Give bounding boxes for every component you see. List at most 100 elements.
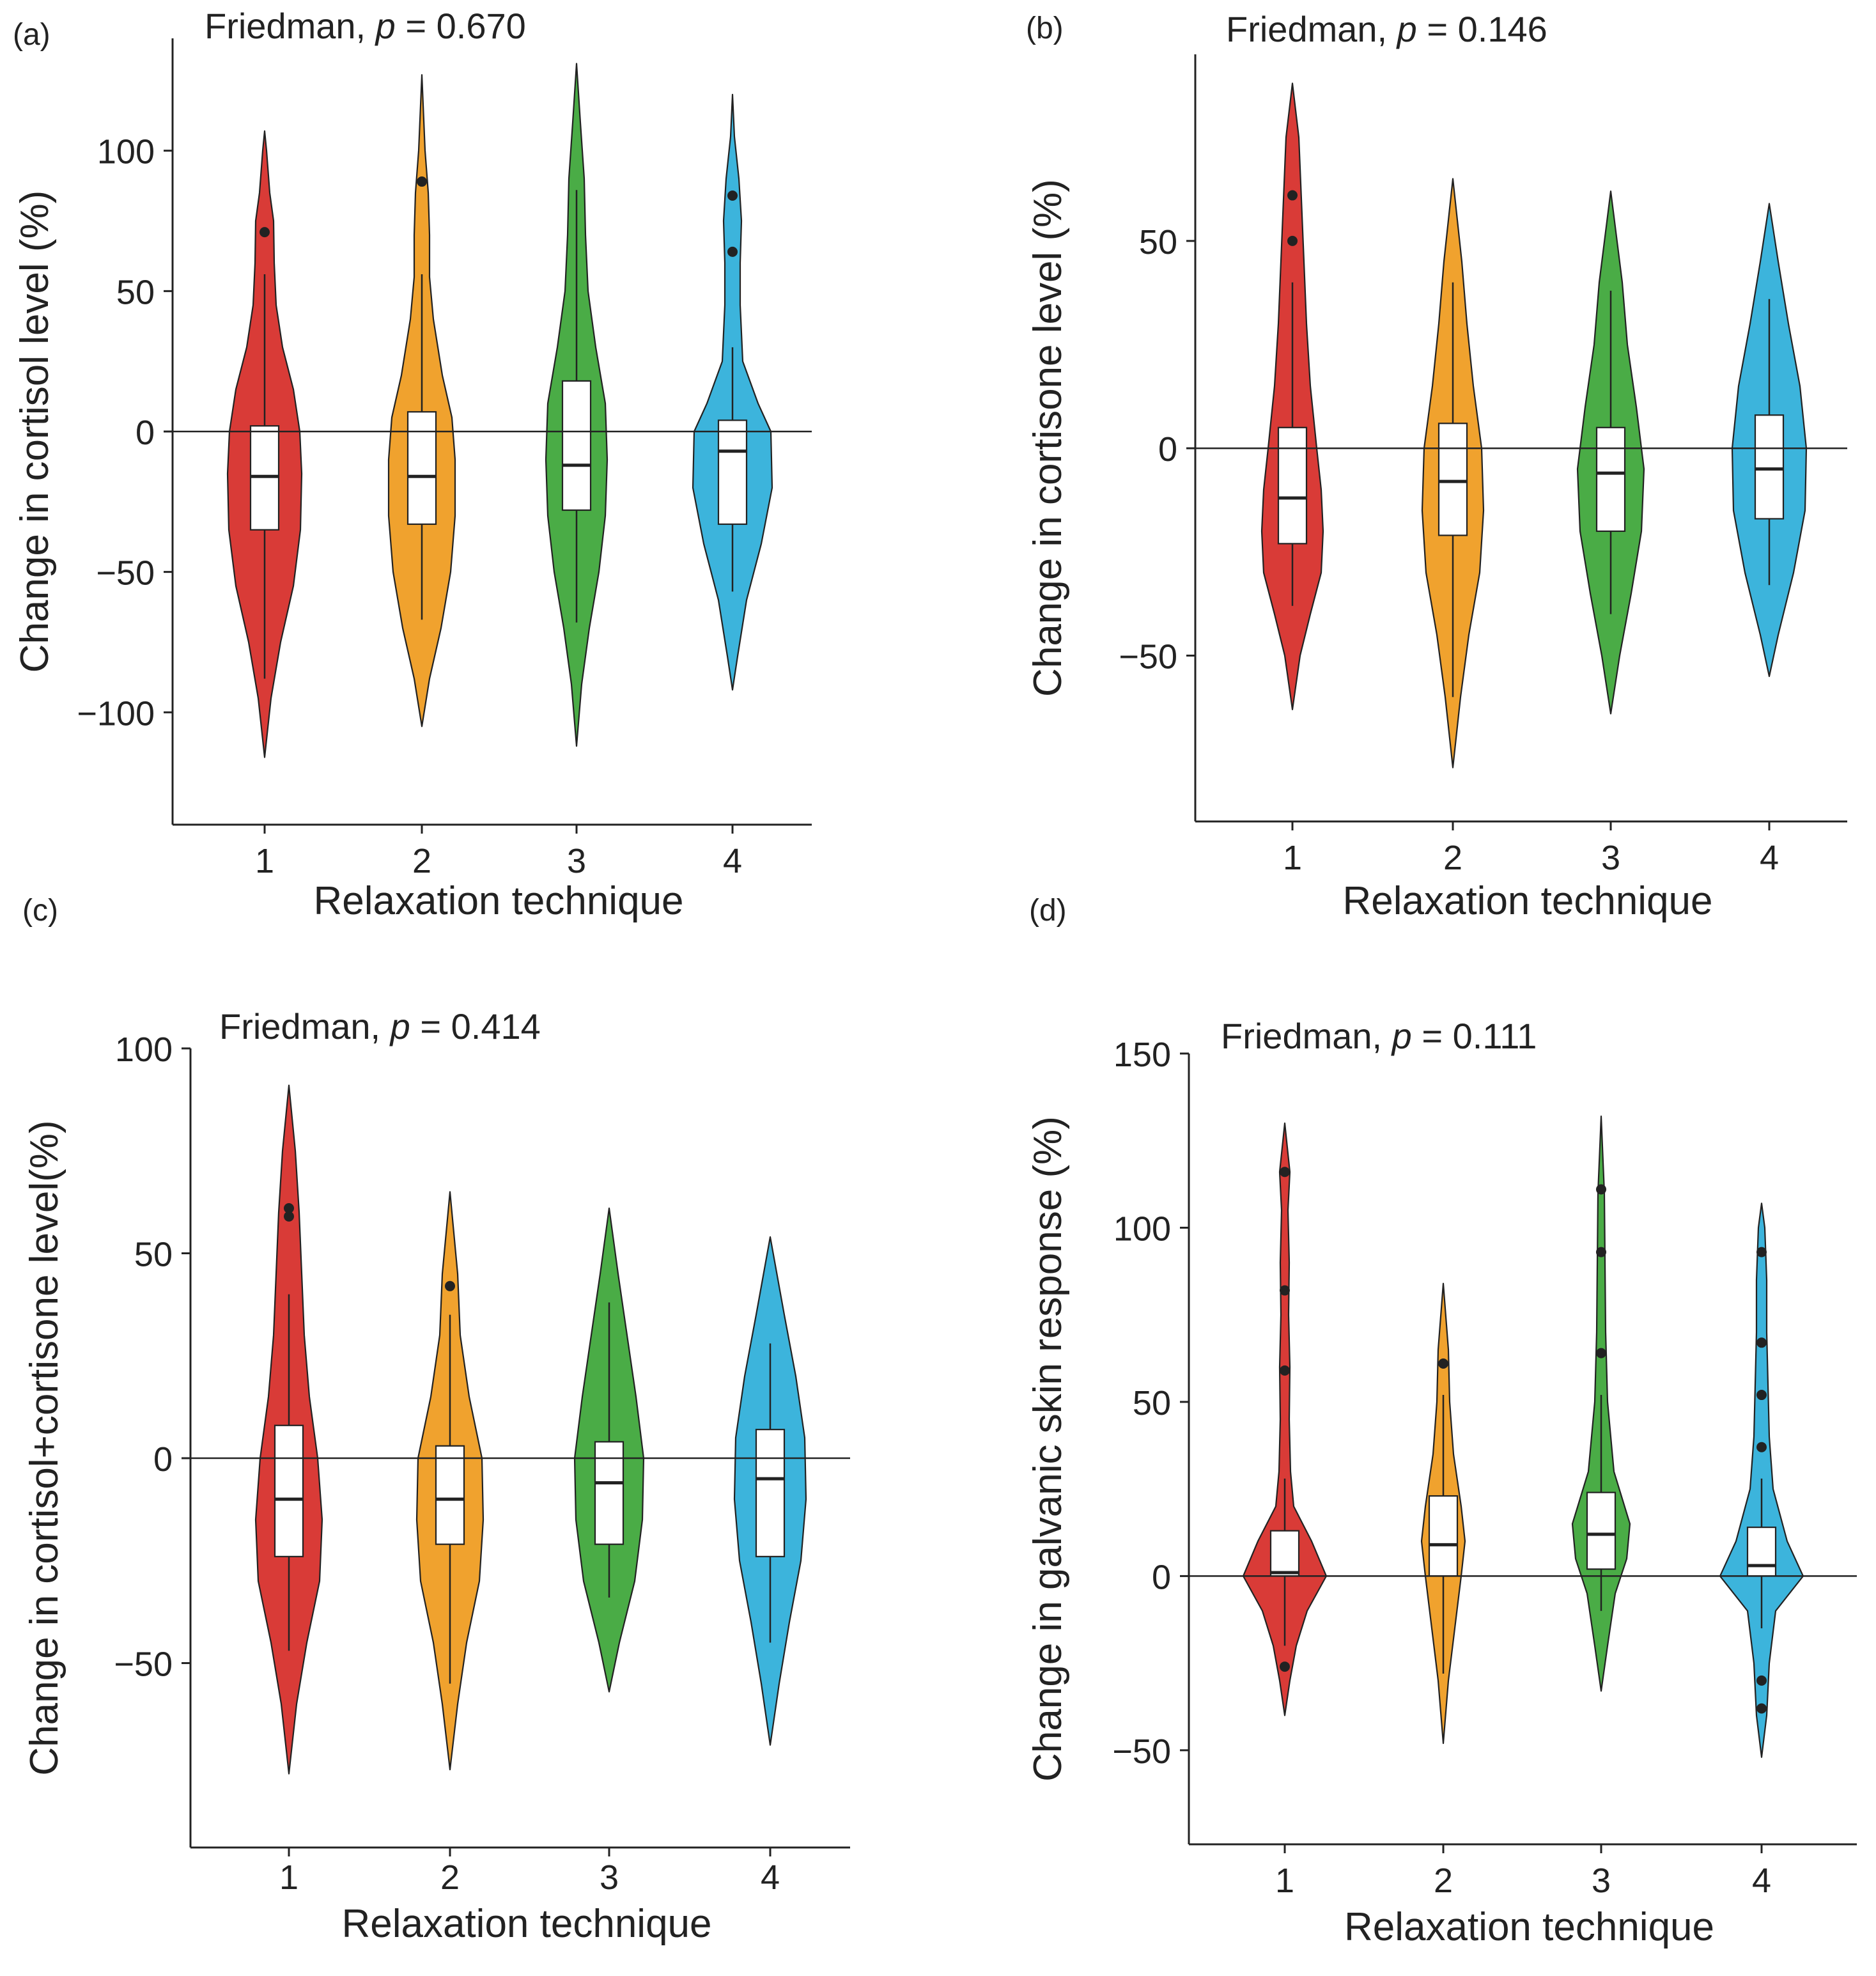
box-c-3 bbox=[594, 1441, 624, 1545]
stat-prefix: Friedman, bbox=[205, 6, 376, 46]
outlier-point bbox=[1756, 1675, 1767, 1686]
stat-p: p bbox=[1391, 1016, 1412, 1056]
y-tick-label: 50 bbox=[1139, 223, 1177, 261]
panel-a: 100 50 0 −50 −100 1 2 3 4 (a) Friedman, p = 0.670 R… bbox=[13, 6, 812, 923]
friedman-annotation: Friedman, p = 0.670 bbox=[205, 6, 526, 46]
y-tick-label: 0 bbox=[136, 414, 155, 452]
stat-p: p bbox=[375, 6, 396, 46]
outlier-point bbox=[417, 176, 427, 187]
outlier-point bbox=[284, 1211, 294, 1222]
box-c-2 bbox=[435, 1445, 465, 1545]
outlier-point bbox=[284, 1203, 294, 1213]
panel-c: 100 50 0 −50 1 2 3 4 (c) Friedman, p = 0.414 Relax… bbox=[22, 894, 850, 1946]
x-tick-label: 4 bbox=[1752, 1862, 1771, 1900]
y-axis-title: Change in galvanic skin response (%) bbox=[1026, 1116, 1070, 1782]
box-a-4 bbox=[717, 419, 748, 525]
y-tick-label: −50 bbox=[1119, 638, 1177, 676]
x-tick-label: 1 bbox=[1283, 839, 1302, 877]
box-c-4 bbox=[755, 1429, 786, 1557]
stat-value: = 0.414 bbox=[410, 1006, 541, 1046]
stat-prefix: Friedman, bbox=[1221, 1016, 1392, 1056]
panel-d: 150 100 50 0 −50 1 2 3 4 (d) Friedman, p = 0.111 Re… bbox=[1026, 894, 1857, 1949]
panel-label: (a) bbox=[13, 18, 50, 52]
stat-value: = 0.670 bbox=[396, 6, 526, 46]
x-tick-label: 4 bbox=[1760, 839, 1779, 877]
x-tick-label: 3 bbox=[1601, 839, 1620, 877]
violin-d-1 bbox=[1242, 1122, 1328, 1716]
box-a-3 bbox=[561, 380, 592, 511]
y-tick-label: 100 bbox=[1113, 1210, 1171, 1248]
x-tick-label: 2 bbox=[1434, 1862, 1453, 1900]
panel-label: (d) bbox=[1029, 894, 1067, 928]
outlier-point bbox=[727, 191, 738, 201]
outlier-point bbox=[1280, 1661, 1290, 1672]
outlier-point bbox=[445, 1280, 455, 1291]
y-tick-label: 0 bbox=[1158, 430, 1177, 469]
panel-label: (c) bbox=[22, 894, 58, 928]
outlier-point bbox=[1756, 1337, 1767, 1348]
friedman-annotation: Friedman, p = 0.414 bbox=[219, 1006, 541, 1046]
box-d-1 bbox=[1269, 1530, 1300, 1577]
stat-prefix: Friedman, bbox=[1226, 9, 1397, 49]
x-axis-title: Relaxation technique bbox=[341, 1902, 711, 1946]
y-axis-title: Change in cortisol level (%) bbox=[13, 191, 57, 673]
box-b-3 bbox=[1595, 426, 1626, 533]
stat-p: p bbox=[389, 1006, 410, 1046]
x-tick-label: 1 bbox=[255, 842, 274, 880]
y-tick-label: 0 bbox=[1152, 1558, 1171, 1596]
friedman-annotation: Friedman, p = 0.146 bbox=[1226, 9, 1547, 49]
y-tick-label: 100 bbox=[115, 1031, 173, 1069]
outlier-point bbox=[1438, 1358, 1448, 1369]
outlier-point bbox=[1756, 1442, 1767, 1452]
panel-b: 50 0 −50 1 2 3 4 (b) Friedman, p = 0.146 Relaxati… bbox=[1026, 9, 1847, 923]
y-axis-title: Change in cortisol+cortisone level(%) bbox=[22, 1120, 66, 1775]
panel-label: (b) bbox=[1026, 12, 1064, 45]
box-d-3 bbox=[1586, 1491, 1616, 1570]
x-tick-label: 4 bbox=[761, 1858, 780, 1897]
x-tick-label: 3 bbox=[1592, 1862, 1611, 1900]
stat-p: p bbox=[1396, 9, 1417, 49]
outlier-point bbox=[1596, 1247, 1606, 1257]
box-d-4 bbox=[1746, 1527, 1777, 1577]
box-c-1 bbox=[274, 1424, 304, 1557]
stat-prefix: Friedman, bbox=[219, 1006, 391, 1046]
outlier-point bbox=[1280, 1285, 1290, 1296]
outlier-point bbox=[1280, 1365, 1290, 1376]
box-b-4 bbox=[1754, 414, 1785, 520]
y-tick-label: 0 bbox=[153, 1440, 173, 1479]
outlier-point bbox=[1756, 1390, 1767, 1401]
x-tick-label: 4 bbox=[723, 842, 742, 880]
y-tick-label: −100 bbox=[77, 694, 155, 733]
outlier-point bbox=[1596, 1184, 1606, 1195]
box-d-2 bbox=[1428, 1495, 1459, 1577]
outlier-point bbox=[1756, 1247, 1767, 1257]
x-tick-label: 1 bbox=[279, 1858, 298, 1897]
outlier-point bbox=[1287, 235, 1298, 246]
y-tick-label: −50 bbox=[114, 1645, 173, 1684]
x-axis-title: Relaxation technique bbox=[1344, 1905, 1714, 1949]
x-tick-label: 1 bbox=[1275, 1862, 1294, 1900]
y-tick-label: 50 bbox=[116, 273, 155, 311]
outlier-point bbox=[1756, 1703, 1767, 1714]
outlier-point bbox=[1596, 1348, 1606, 1358]
y-tick-label: 150 bbox=[1113, 1036, 1171, 1074]
y-tick-label: 100 bbox=[97, 133, 155, 171]
x-tick-label: 3 bbox=[600, 1858, 619, 1897]
y-axis-title: Change in cortisone level (%) bbox=[1026, 179, 1070, 697]
outlier-point bbox=[260, 227, 270, 238]
x-axis-title: Relaxation technique bbox=[1342, 879, 1712, 923]
x-axis-title: Relaxation technique bbox=[313, 879, 683, 923]
x-tick-label: 3 bbox=[567, 842, 586, 880]
stat-value: = 0.146 bbox=[1417, 9, 1547, 49]
y-tick-label: −50 bbox=[1112, 1732, 1171, 1771]
x-tick-label: 2 bbox=[440, 1858, 460, 1897]
x-tick-label: 2 bbox=[412, 842, 431, 880]
y-tick-label: −50 bbox=[96, 554, 155, 593]
outlier-point bbox=[727, 246, 738, 257]
box-a-2 bbox=[407, 411, 437, 525]
box-b-2 bbox=[1438, 423, 1468, 536]
box-b-1 bbox=[1277, 426, 1308, 545]
